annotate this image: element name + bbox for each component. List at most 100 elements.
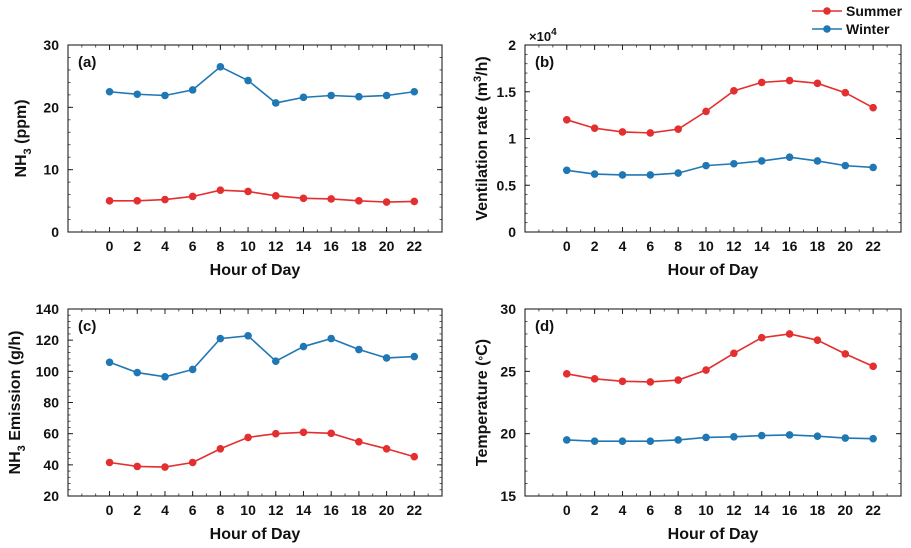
x-tick-label: 2 <box>591 502 599 518</box>
data-point-summer <box>216 444 225 453</box>
data-point-winter <box>271 357 280 366</box>
y-axis-label: Ventilation rate (m3/h) <box>472 56 491 220</box>
data-point-winter <box>105 87 114 96</box>
x-tick-label: 10 <box>240 238 256 254</box>
chart-panel-b: 0 2 4 6 8 10 12 14 16 18 20 22 0 0.5 1 1.5 2 (b) Hour of D… <box>472 27 902 279</box>
y-tick-label: 60 <box>43 426 59 442</box>
x-tick-label: 6 <box>646 238 654 254</box>
data-point-summer <box>133 462 142 471</box>
data-point-winter <box>841 161 850 170</box>
y-tick-label: 30 <box>43 37 59 53</box>
y-tick-label: 15 <box>500 488 516 504</box>
y-tick-label: 100 <box>36 363 60 379</box>
data-point-summer <box>216 186 225 195</box>
data-point-winter <box>410 87 419 96</box>
x-tick-label: 8 <box>674 502 682 518</box>
data-point-summer <box>299 428 308 437</box>
x-tick-label: 18 <box>351 502 367 518</box>
data-point-summer <box>841 350 850 358</box>
data-point-summer <box>271 192 280 200</box>
y-scale-factor-base: ×10 <box>529 29 551 44</box>
legend-marker-summer <box>823 7 831 15</box>
x-tick-label: 6 <box>189 238 197 254</box>
x-tick-label: 14 <box>296 502 312 518</box>
series-line-summer <box>566 333 874 383</box>
y-tick-label: 25 <box>500 363 516 379</box>
y-axis-label-main: Temperature ( <box>474 360 491 466</box>
data-point-winter <box>161 91 169 100</box>
data-point-winter <box>562 436 571 444</box>
data-point-summer <box>410 197 419 206</box>
legend-label-summer: Summer <box>846 3 903 19</box>
data-point-winter <box>161 372 169 381</box>
x-tick-label: 20 <box>838 502 854 518</box>
data-point-summer <box>757 78 766 87</box>
data-point-summer <box>105 197 114 205</box>
data-point-summer <box>841 88 850 97</box>
data-point-summer <box>188 458 197 467</box>
data-point-summer <box>161 463 169 471</box>
data-point-winter <box>730 159 738 168</box>
x-tick-label: 4 <box>161 502 169 518</box>
data-point-summer <box>590 375 599 383</box>
data-point-summer <box>562 370 571 378</box>
x-tick-label: 20 <box>838 238 854 254</box>
series-line-winter <box>566 434 874 442</box>
data-point-summer <box>161 195 169 204</box>
data-point-winter <box>105 358 114 367</box>
data-point-summer <box>618 128 627 136</box>
data-point-summer <box>382 198 391 206</box>
axes-frame <box>524 308 902 497</box>
legend: Summer Winter <box>812 3 903 37</box>
panel-label: (a) <box>78 54 96 71</box>
axes-frame <box>67 44 443 233</box>
x-tick-label: 22 <box>407 502 423 518</box>
data-point-summer <box>618 377 627 386</box>
data-point-winter <box>785 431 794 439</box>
y-tick-label: 1 <box>508 131 516 147</box>
x-axis-label: Hour of Day <box>668 262 759 279</box>
x-tick-label: 6 <box>189 502 197 518</box>
y-tick-label: 120 <box>36 332 60 348</box>
data-point-summer <box>702 366 710 374</box>
x-tick-label: 16 <box>782 502 798 518</box>
data-point-summer <box>813 336 822 344</box>
x-tick-label: 16 <box>782 238 798 254</box>
y-axis-label-tail: Emission (g/h) <box>7 331 24 446</box>
legend-marker-winter <box>823 25 831 33</box>
x-tick-label: 14 <box>754 238 770 254</box>
data-point-summer <box>188 192 197 201</box>
y-scale-factor-exponent: 4 <box>551 27 557 38</box>
data-point-winter <box>327 334 335 343</box>
series-line-winter <box>109 334 415 378</box>
x-tick-label: 12 <box>268 238 284 254</box>
x-tick-label: 22 <box>865 238 881 254</box>
data-point-summer <box>646 129 655 137</box>
chart-panel-a: 0 2 4 6 8 10 12 14 16 18 20 22 0 10 20 30 (a) Hour of Day… <box>13 37 443 279</box>
data-point-summer <box>757 333 766 342</box>
y-tick-label: 0.5 <box>497 177 517 193</box>
series-line-winter <box>109 65 415 104</box>
data-point-summer <box>785 330 794 338</box>
y-tick-label: 20 <box>43 99 59 115</box>
y-tick-label: 20 <box>500 426 516 442</box>
panel-label: (c) <box>78 318 96 335</box>
data-point-winter <box>785 153 794 161</box>
data-point-winter <box>813 157 822 165</box>
data-point-summer <box>133 197 142 205</box>
x-tick-label: 6 <box>646 502 654 518</box>
x-tick-label: 18 <box>810 238 826 254</box>
y-axis-label: NH3 (ppm) <box>13 99 34 177</box>
data-point-summer <box>646 378 655 386</box>
data-point-winter <box>216 63 225 71</box>
y-axis-label-tail: /h) <box>474 56 491 76</box>
data-point-winter <box>702 161 710 170</box>
y-tick-label: 0 <box>51 224 59 240</box>
data-point-winter <box>590 170 599 178</box>
data-point-winter <box>869 434 877 443</box>
data-point-winter <box>271 99 280 107</box>
x-tick-label: 20 <box>379 238 395 254</box>
data-point-summer <box>410 452 419 461</box>
y-axis-label-main: NH <box>7 451 24 474</box>
x-tick-label: 14 <box>754 502 770 518</box>
